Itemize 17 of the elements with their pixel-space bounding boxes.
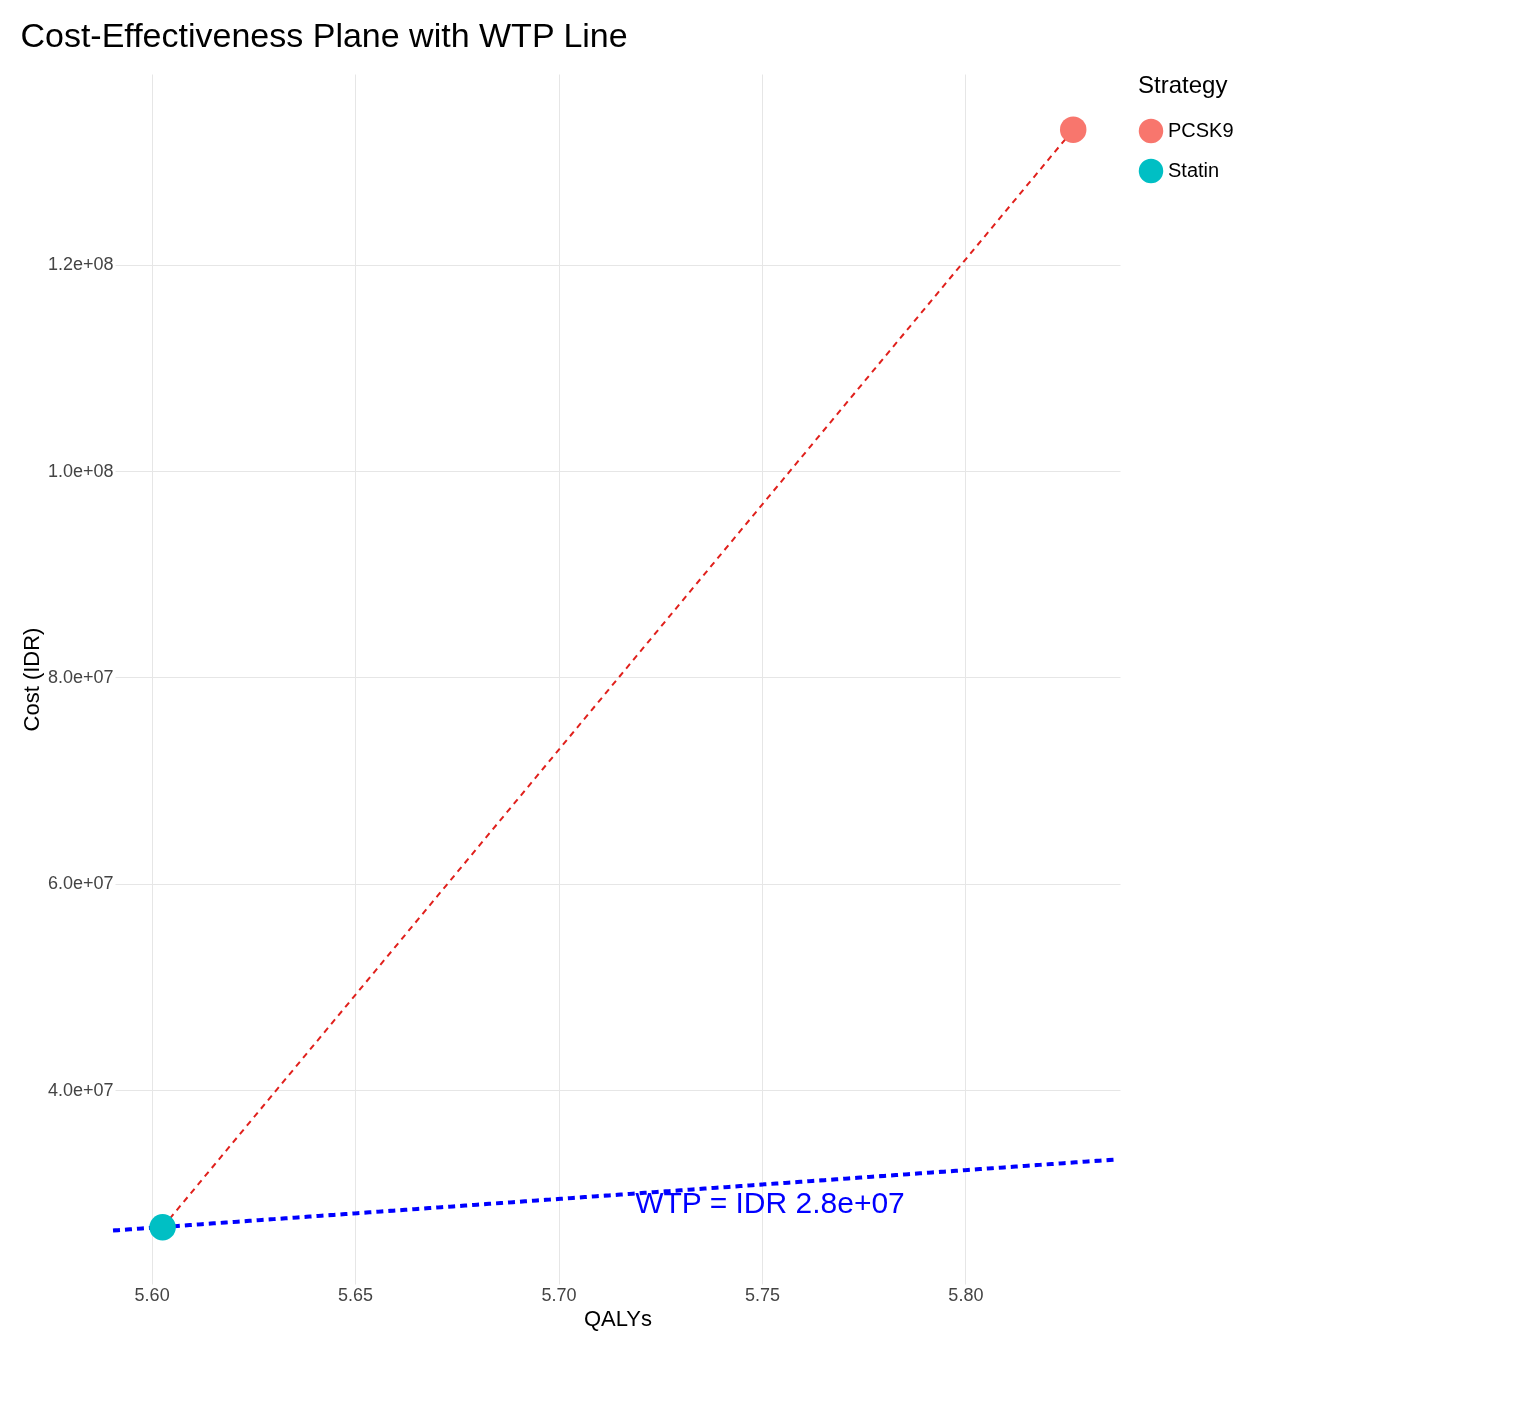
annotation: WTP = IDR 2.8e+07 — [635, 1186, 905, 1219]
y-tick-label: 6.0e+07 — [47, 873, 114, 894]
y-tick-label: 4.0e+07 — [47, 1079, 114, 1100]
y-tick-label: 8.0e+07 — [47, 666, 114, 687]
legend-label: PCSK9 — [1168, 119, 1234, 141]
legend-label: Statin — [1168, 159, 1220, 181]
x-tick-label: 5.60 — [134, 1284, 170, 1305]
chart-title: Cost-Effectiveness Plane with WTP Line — [20, 16, 628, 54]
x-axis-title: QALYs — [583, 1305, 653, 1331]
y-tick-label: 1.0e+08 — [47, 460, 114, 481]
legend-title: Strategy — [1138, 71, 1228, 98]
x-tick-label: 5.75 — [744, 1284, 780, 1305]
x-tick-label: 5.80 — [948, 1284, 984, 1305]
y-tick-label: 1.2e+08 — [47, 254, 114, 275]
y-axis-title: Cost (IDR) — [18, 627, 44, 732]
x-tick-label: 5.70 — [541, 1284, 577, 1305]
x-tick-label: 5.65 — [338, 1284, 374, 1305]
